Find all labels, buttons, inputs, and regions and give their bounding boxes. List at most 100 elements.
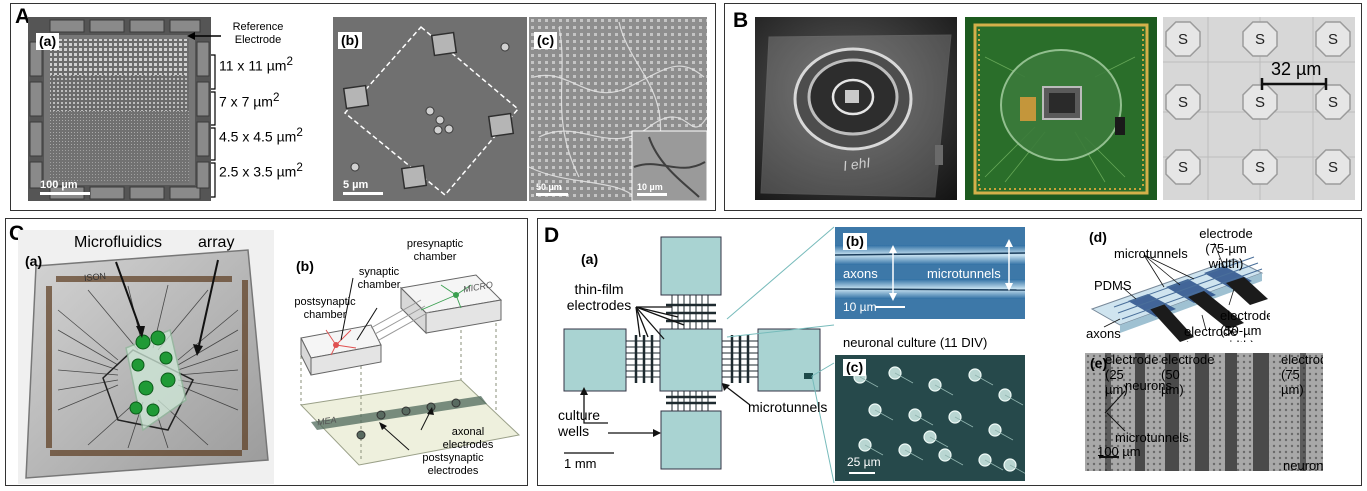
octagon-electrode — [1242, 149, 1278, 185]
mea-pcb-photo — [965, 17, 1157, 200]
size-label-4: 2.5 x 3.5 µm2 — [219, 161, 303, 180]
panel-a-a-image: (a) 100 µm — [28, 17, 211, 201]
octagon-electrode — [1242, 21, 1278, 57]
microtunnels-micrograph-label: microtunnels — [927, 266, 1001, 281]
panel-a-c-scalebar: 50 µm — [536, 182, 568, 196]
microtunnels-label: microtunnels — [748, 399, 828, 415]
axonal-electrodes-label: axonal electrodes — [442, 426, 494, 451]
electrode-letter: S — [1255, 31, 1265, 48]
neurite — [954, 416, 974, 428]
panel-c-b-image: (b) presynaptic chamber synaptic chamber… — [281, 230, 525, 484]
panel-a-c-image: (c) 50 µm 10 µm — [529, 17, 707, 201]
presynaptic-chamber-label: presynaptic chamber — [406, 238, 464, 263]
scale-label: 50 µm — [536, 182, 562, 192]
electrode-letter: S — [1255, 159, 1265, 176]
electrode-tunnel-schematic — [1090, 242, 1268, 342]
postsynaptic-chamber-label: postsynaptic chamber — [294, 296, 356, 321]
size-superscript: 2 — [272, 91, 280, 104]
panel-a-label: A — [15, 5, 31, 28]
panel-b-pcb-photo — [965, 17, 1157, 200]
electrode-letter: S — [1328, 94, 1338, 111]
axons-3d-label: axons — [1086, 326, 1121, 341]
panel-b: B I ehI — [724, 3, 1362, 211]
electrode-grid-photo: S S S S S S S S S — [1163, 17, 1355, 200]
panel-d-a-label: (a) — [578, 251, 602, 269]
postsynaptic-electrodes-label: postsynaptic electrodes — [422, 452, 484, 477]
neurite — [984, 459, 1004, 471]
scale-label: 10 µm — [637, 182, 663, 192]
electrode-25um-label: electrode (25 µm) — [1105, 353, 1159, 397]
panel-d-e-scale-label: 100 µm — [1097, 444, 1141, 459]
neurite — [874, 409, 894, 421]
size-superscript: 2 — [296, 161, 303, 174]
panel-a-a-label: (a) — [36, 33, 60, 51]
panel-a: A (a) 100 µm — [10, 3, 716, 211]
size-superscript: 2 — [296, 126, 303, 139]
octagon-electrode — [1165, 21, 1201, 57]
panel-d-c-image: (c) 25 µm — [835, 355, 1025, 481]
panel-b-scale-label: 32 µm — [1271, 59, 1322, 79]
microfluidic-mea-photo — [18, 230, 274, 484]
neurite — [894, 372, 914, 384]
pdms-label: PDMS — [1094, 278, 1132, 293]
panel-a-a-annotations — [187, 32, 221, 198]
neurite — [864, 444, 884, 456]
panel-d-label: D — [544, 224, 560, 247]
panel-b-electrode-photo: S S S S S S S S S 32 µm — [1163, 17, 1355, 200]
size-label-3: 4.5 x 4.5 µm2 — [219, 126, 303, 145]
electrode-letter: S — [1178, 31, 1188, 48]
panel-d-b-label: (b) — [843, 233, 867, 251]
neurite — [994, 429, 1014, 441]
panel-b-label: B — [733, 9, 749, 32]
electrode-letter: S — [1178, 159, 1188, 176]
panel-d: D — [537, 218, 1362, 486]
microtunnels-3d-label: microtunnels — [1114, 246, 1188, 261]
neurite — [914, 414, 934, 426]
neurite — [929, 436, 949, 448]
array-label: array — [198, 234, 235, 251]
electrode-letter: S — [1178, 94, 1188, 111]
culture-dish-photo — [755, 17, 957, 200]
neurons-bottom-label: neurons — [1283, 458, 1323, 471]
panel-a-c-label: (c) — [534, 32, 558, 50]
scale-label: 5 µm — [343, 179, 369, 191]
panel-c-a-label: (a) — [25, 253, 43, 269]
panel-a-b-scalebar: 5 µm — [343, 179, 383, 195]
axons-label: axons — [843, 266, 878, 281]
panel-c: C — [5, 218, 528, 486]
panel-d-c-scale-label: 25 µm — [847, 455, 881, 469]
electrode-50-label: electrode (50-µm width) — [1220, 308, 1270, 342]
synaptic-chamber-label: synaptic chamber — [357, 266, 401, 291]
panel-d-b-scale-label: 10 µm — [843, 300, 877, 314]
panel-d-c-label: (c) — [843, 359, 867, 377]
octagon-electrode — [1315, 84, 1351, 120]
octagon-electrode — [1315, 21, 1351, 57]
electrode-closeup-sem — [333, 17, 527, 201]
octagon-electrode — [1165, 84, 1201, 120]
electrode-75-label: electrode (75-µm width) — [1199, 227, 1253, 271]
octagon-electrode — [1315, 149, 1351, 185]
electrode-letter: S — [1328, 159, 1338, 176]
panel-d-a-scale-label: 1 mm — [564, 456, 597, 471]
panel-a-c-inset-scalebar: 10 µm — [637, 182, 667, 196]
electrode-strip-micrograph — [1085, 353, 1323, 471]
neuron-culture-sem — [529, 17, 707, 201]
size-text: 7 x 7 µm — [219, 93, 273, 110]
reference-electrode-label: Reference Electrode — [232, 21, 284, 46]
octagon-electrode — [1165, 149, 1201, 185]
electrode-50um-label: electrode (50 µm) — [1161, 353, 1215, 397]
culture-wells-label: culture wells — [558, 407, 601, 440]
neuronal-culture-micrograph — [835, 355, 1025, 481]
electrode-letter: S — [1328, 31, 1338, 48]
panel-c-a-image: (a) Microfluidics array ISON — [18, 230, 274, 484]
chamber-schematic — [299, 274, 521, 466]
electrode-25-label: electrode (25-µm width) — [1184, 324, 1238, 342]
electrode-letter: S — [1255, 94, 1265, 111]
neurite — [974, 374, 994, 386]
microtunnels-e-label: microtunnels — [1115, 430, 1189, 445]
size-superscript: 2 — [286, 55, 293, 68]
size-text: 4.5 x 4.5 µm — [219, 128, 297, 145]
neurite — [904, 449, 924, 461]
panel-d-b-image: (b) axons microtunnels 10 µm — [835, 227, 1025, 319]
neurite — [859, 376, 879, 388]
